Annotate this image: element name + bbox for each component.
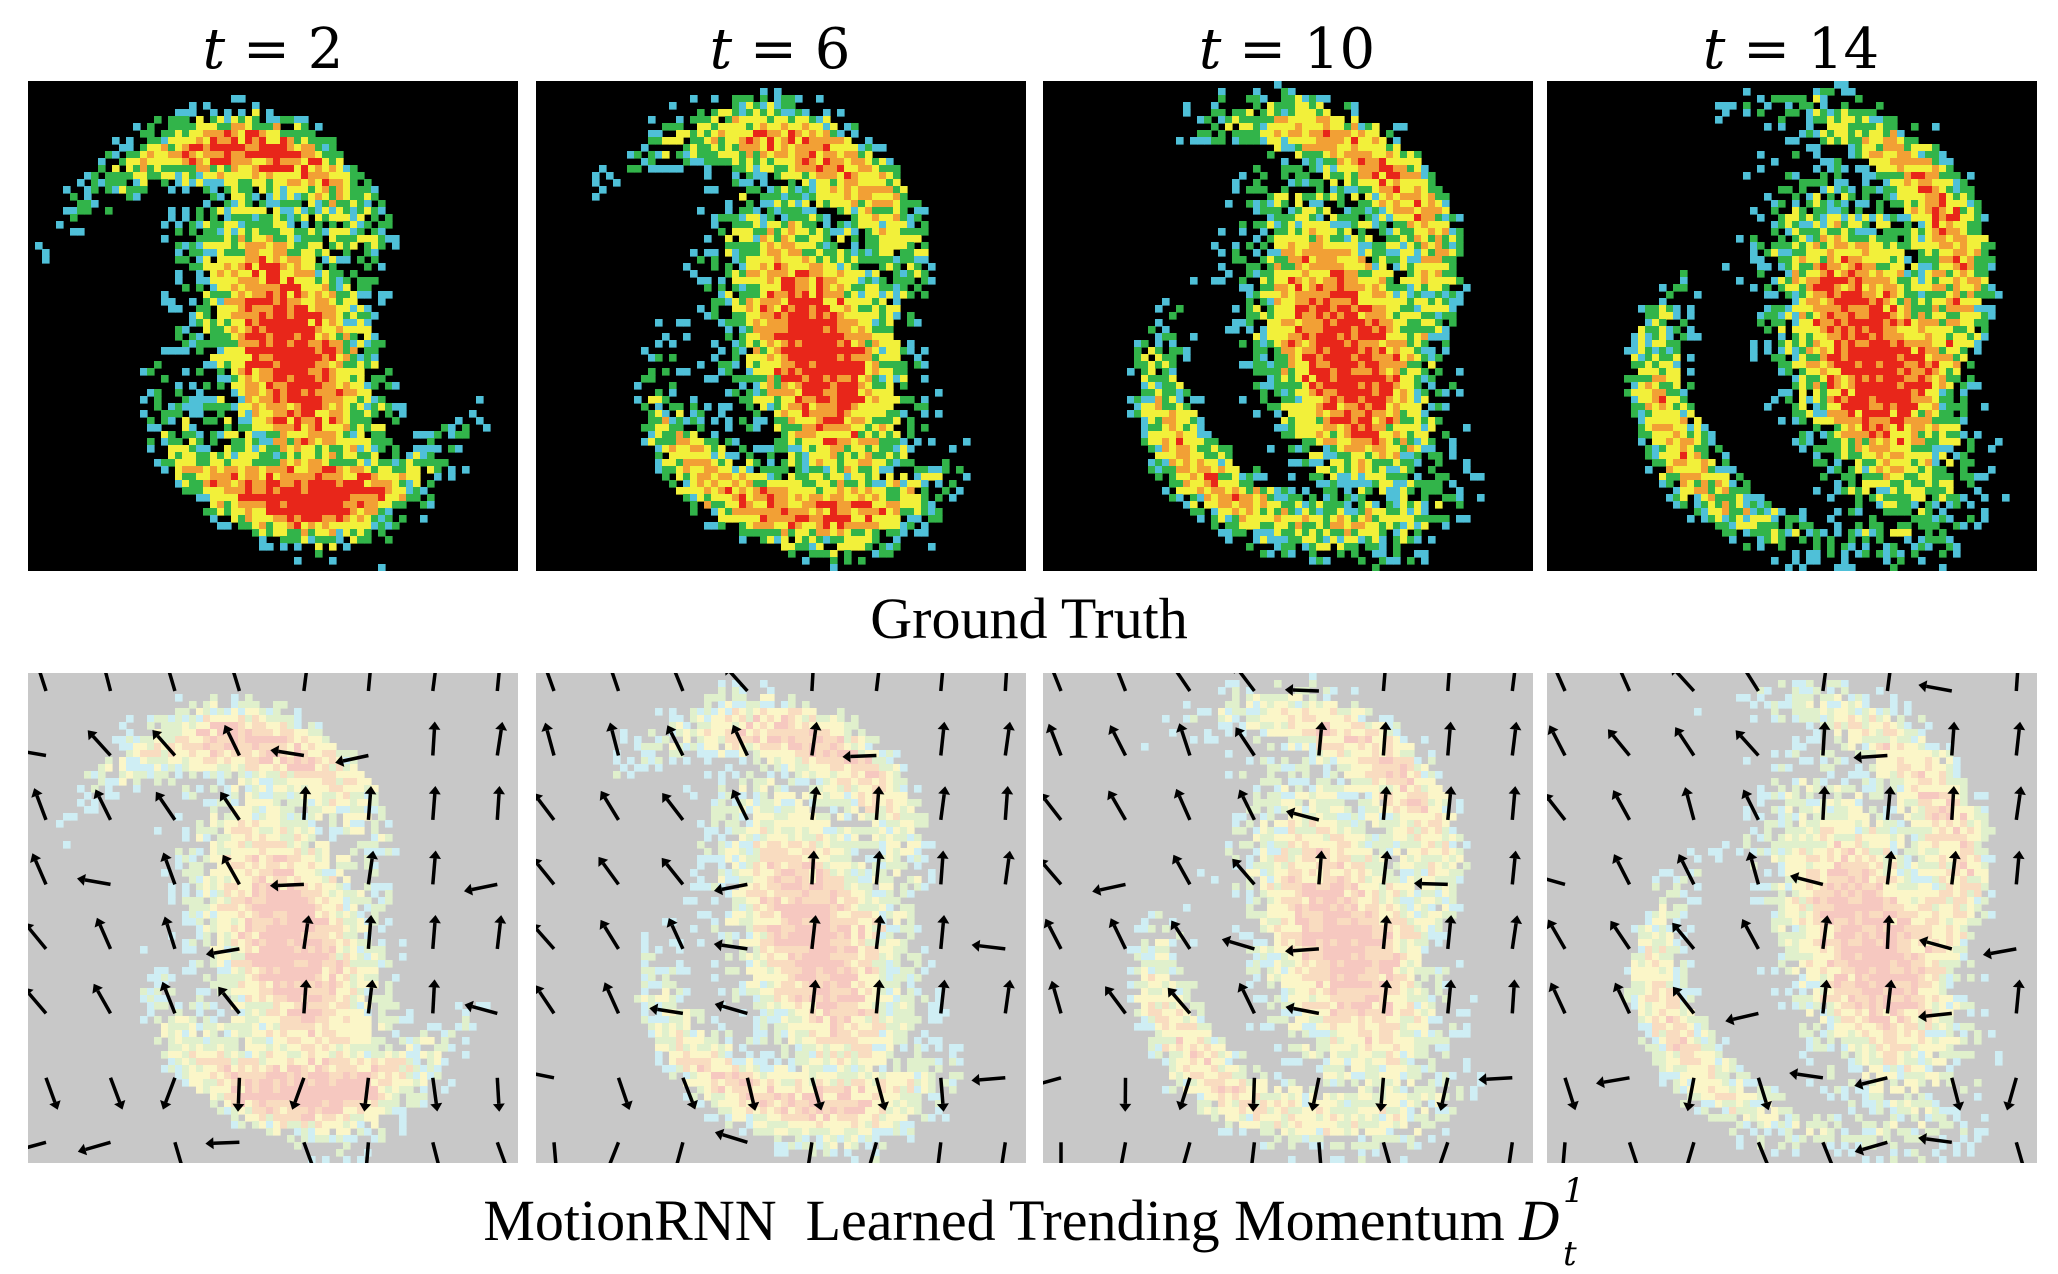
radar-echo (1127, 673, 1485, 1163)
radar-echo (1624, 81, 2010, 571)
ground-truth-caption-text: Ground Truth (870, 586, 1188, 651)
momentum-arrows (28, 673, 508, 1163)
radar-echo (592, 88, 971, 571)
radar-echo (1624, 680, 2003, 1163)
col-value: 2 (307, 17, 344, 82)
momentum-panel-t10 (1043, 673, 1533, 1163)
col-eq: = (1743, 17, 1791, 82)
col-var: t (709, 17, 733, 82)
column-label-t2: t = 2 (28, 14, 518, 86)
radar-echo (1127, 81, 1485, 571)
column-label-t14: t = 14 (1546, 14, 2036, 86)
momentum-caption-text: MotionRNN Learned Trending Momentum (483, 1188, 1520, 1253)
col-var: t (202, 17, 226, 82)
radar-echo (35, 95, 491, 571)
momentum-panel-t2 (28, 673, 518, 1163)
radar-echo (56, 694, 491, 1163)
momentum-panel-t6 (536, 673, 1026, 1163)
momentum-panel-t14 (1547, 673, 2037, 1163)
col-value: 10 (1303, 17, 1376, 82)
ground-truth-panel-t14 (1547, 81, 2037, 571)
col-value: 14 (1807, 17, 1880, 82)
momentum-arrows (1043, 673, 1523, 1163)
momentum-symbol-base: D (1519, 1193, 1561, 1253)
momentum-symbol-sub: t (1562, 1234, 1577, 1274)
column-label-t6: t = 6 (535, 14, 1025, 86)
ground-truth-panel-t6 (536, 81, 1026, 571)
col-var: t (1702, 17, 1726, 82)
ground-truth-caption: Ground Truth (0, 585, 2058, 652)
col-eq: = (242, 17, 290, 82)
ground-truth-panel-t10 (1043, 81, 1533, 571)
col-var: t (1198, 17, 1222, 82)
momentum-arrows (536, 673, 1015, 1163)
momentum-symbol-sup: 1 (1562, 1171, 1585, 1211)
ground-truth-panel-t2 (28, 81, 518, 571)
col-eq: = (749, 17, 797, 82)
column-label-t10: t = 10 (1042, 14, 1532, 86)
col-value: 6 (814, 17, 851, 82)
col-eq: = (1239, 17, 1287, 82)
momentum-arrows (1547, 673, 2026, 1163)
